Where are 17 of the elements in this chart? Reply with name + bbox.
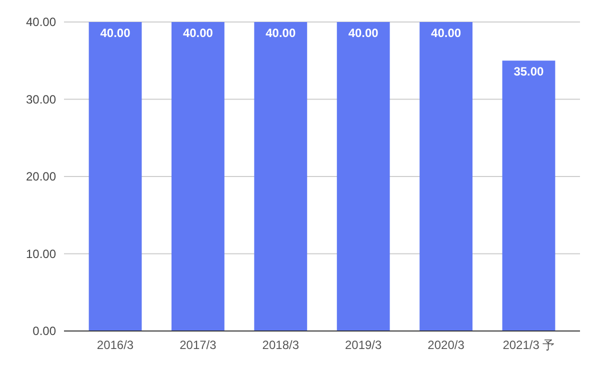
data-label: 40.00 xyxy=(431,26,462,40)
x-tick-label: 2016/3 xyxy=(96,338,134,352)
x-tick-label: 2017/3 xyxy=(180,338,217,352)
x-tick-label: 2018/3 xyxy=(262,338,300,352)
y-tick-label: 30.00 xyxy=(26,92,56,106)
data-label: 40.00 xyxy=(348,26,379,40)
y-tick-label: 20.00 xyxy=(26,170,56,184)
x-tick-label: 2020/3 xyxy=(428,338,465,352)
x-tick-label: 2019/3 xyxy=(344,338,382,352)
data-label: 40.00 xyxy=(182,26,214,40)
data-label: 40.00 xyxy=(100,26,131,40)
data-label: 35.00 xyxy=(514,64,544,79)
y-tick-label: 10.00 xyxy=(26,246,56,261)
y-tick-label: 0.00 xyxy=(32,324,56,338)
y-tick-label: 40.00 xyxy=(26,15,56,30)
x-tick-label: 2021/3 予 xyxy=(502,338,555,352)
data-label: 40.00 xyxy=(266,26,296,40)
